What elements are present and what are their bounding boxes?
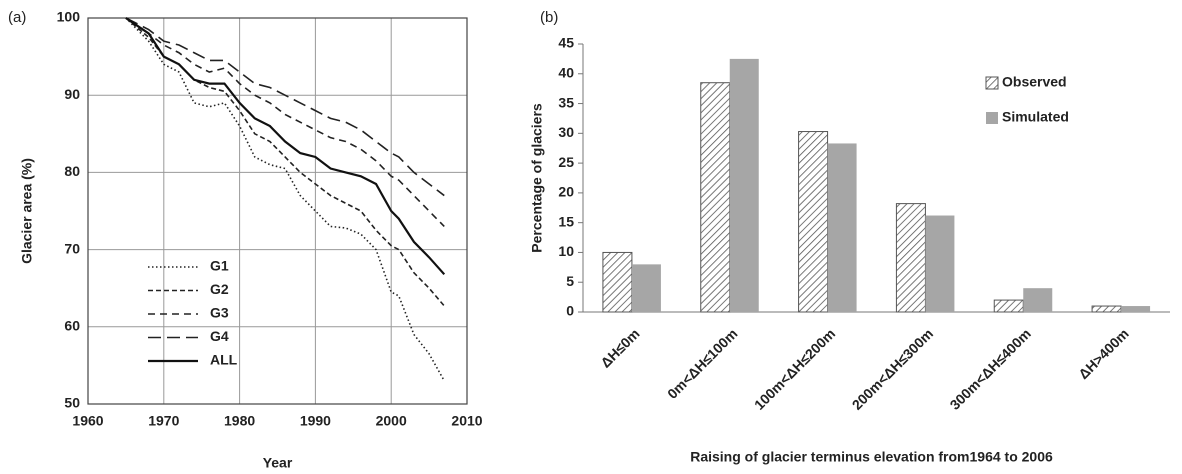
bar <box>925 215 955 312</box>
x-tick-label: 1990 <box>300 413 331 429</box>
series-line <box>125 17 445 382</box>
legend-label: Simulated <box>1002 109 1069 125</box>
y-tick-label: 60 <box>64 318 80 334</box>
legend-label: Observed <box>1002 74 1067 90</box>
legend-swatch <box>986 112 998 124</box>
legend-label: G3 <box>210 305 229 321</box>
y-tick-label: 10 <box>558 243 574 259</box>
x-axis-title: Raising of glacier terminus elevation fr… <box>690 449 1053 465</box>
x-axis-title: Year <box>263 455 293 471</box>
legend-swatch <box>985 76 999 90</box>
bar <box>1121 306 1151 312</box>
legend-label: G2 <box>210 281 229 297</box>
bar <box>1091 305 1122 313</box>
bar <box>631 264 661 312</box>
y-tick-label: 25 <box>558 154 574 170</box>
panel-label: (a) <box>8 9 26 26</box>
x-tick-label: 200m<ΔH≤300m <box>849 325 936 412</box>
x-tick-label: 2010 <box>451 413 482 429</box>
y-axis-title: Percentage of glaciers <box>529 103 545 253</box>
legend-label: G1 <box>210 258 229 274</box>
y-tick-label: 30 <box>558 124 574 140</box>
series-line <box>125 17 446 276</box>
panel-label: (b) <box>540 9 558 26</box>
x-tick-label: 1970 <box>148 413 179 429</box>
bar <box>895 203 926 313</box>
bar <box>700 82 731 313</box>
x-tick-label: 1980 <box>224 413 255 429</box>
x-tick-label: 2000 <box>376 413 407 429</box>
y-tick-label: 0 <box>566 303 574 319</box>
y-tick-label: 90 <box>64 86 80 102</box>
bar <box>602 251 633 313</box>
y-tick-label: 70 <box>64 240 80 256</box>
bar <box>798 131 829 313</box>
x-tick-label: 1960 <box>72 413 103 429</box>
y-tick-label: 15 <box>558 213 574 229</box>
x-tick-label: 100m<ΔH≤200m <box>751 325 838 412</box>
series-line <box>125 17 445 197</box>
x-tick-label: 300m<ΔH≤400m <box>947 325 1034 412</box>
y-tick-label: 35 <box>558 94 574 110</box>
y-axis-title: Glacier area (%) <box>19 158 35 264</box>
x-tick-label: 0m<ΔH≤100m <box>664 325 740 401</box>
series-line <box>125 17 445 228</box>
x-tick-label: ΔH≤0m <box>597 325 642 370</box>
y-tick-label: 5 <box>566 273 574 289</box>
bar <box>1023 288 1053 312</box>
y-tick-label: 20 <box>558 184 574 200</box>
bar <box>729 58 759 313</box>
legend-label: ALL <box>210 352 238 368</box>
bar <box>827 143 857 312</box>
bar <box>993 299 1024 313</box>
y-tick-label: 45 <box>558 35 574 51</box>
y-tick-label: 100 <box>57 9 81 25</box>
legend-label: G4 <box>210 328 229 344</box>
x-tick-label: ΔH>400m <box>1075 325 1132 382</box>
plot-frame <box>87 17 468 405</box>
y-tick-label: 80 <box>64 163 80 179</box>
y-tick-label: 50 <box>64 395 80 411</box>
y-tick-label: 40 <box>558 64 574 80</box>
